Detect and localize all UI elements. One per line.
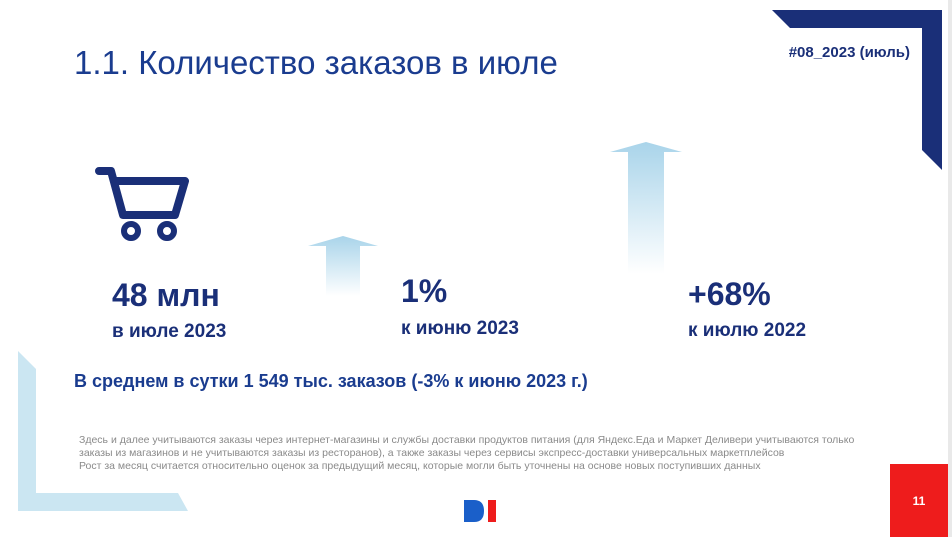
shopping-cart-icon — [95, 167, 189, 241]
report-tag: #08_2023 (июль) — [788, 44, 910, 61]
footnote-growth: Рост за месяц считается относительно оце… — [79, 460, 761, 472]
footnote-scope: Здесь и далее учитываются заказы через и… — [79, 434, 855, 459]
page-title: 1.1. Количество заказов в июле — [74, 44, 558, 81]
metric-value-mom: 1% — [401, 273, 448, 309]
footnotes: Здесь и далее учитываются заказы через и… — [79, 434, 869, 473]
di-logo-icon — [464, 500, 496, 522]
corner-decoration-top-right — [772, 10, 942, 170]
metric-label-mom: к июню 2023 — [401, 318, 519, 339]
metric-value-orders: 48 млн — [112, 277, 220, 313]
up-arrow-icon — [308, 236, 378, 296]
up-arrow-icon — [610, 142, 682, 274]
metric-value-yoy: +68% — [688, 276, 771, 312]
metric-label-orders: в июле 2023 — [112, 321, 227, 342]
metric-label-yoy: к июлю 2022 — [688, 320, 807, 341]
corner-decoration-bottom-left — [18, 351, 188, 511]
average-daily-orders: В среднем в сутки 1 549 тыс. заказов (-3… — [74, 371, 588, 391]
page-number: 11 — [890, 464, 948, 537]
